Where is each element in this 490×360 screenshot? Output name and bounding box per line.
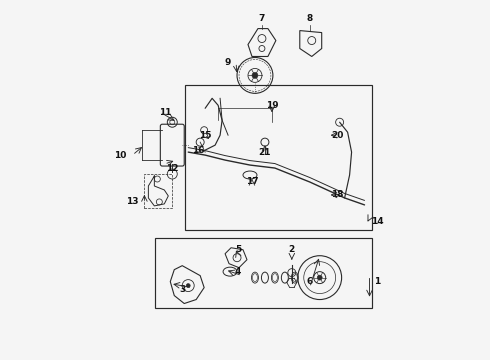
Text: 7: 7 xyxy=(259,14,265,23)
Bar xyxy=(155,238,371,307)
Text: 18: 18 xyxy=(331,190,344,199)
Bar xyxy=(145,174,172,208)
Text: 9: 9 xyxy=(225,58,231,67)
Circle shape xyxy=(252,72,258,78)
Text: 12: 12 xyxy=(166,163,178,172)
Text: 11: 11 xyxy=(159,108,171,117)
Text: 10: 10 xyxy=(114,150,127,159)
Circle shape xyxy=(317,275,322,280)
Text: 1: 1 xyxy=(374,277,381,286)
Text: 20: 20 xyxy=(331,131,344,140)
Text: 14: 14 xyxy=(371,217,384,226)
Text: 15: 15 xyxy=(199,131,211,140)
Text: 5: 5 xyxy=(235,245,241,254)
Text: 13: 13 xyxy=(126,197,139,206)
Text: 4: 4 xyxy=(235,267,241,276)
Circle shape xyxy=(186,284,190,288)
Text: 19: 19 xyxy=(266,101,278,110)
Bar xyxy=(185,85,371,230)
Text: 16: 16 xyxy=(192,145,204,154)
Text: 8: 8 xyxy=(307,14,313,23)
Text: 21: 21 xyxy=(259,148,271,157)
Text: 3: 3 xyxy=(179,285,185,294)
Text: 17: 17 xyxy=(245,177,258,186)
Text: 2: 2 xyxy=(289,245,295,254)
Text: 6: 6 xyxy=(307,277,313,286)
